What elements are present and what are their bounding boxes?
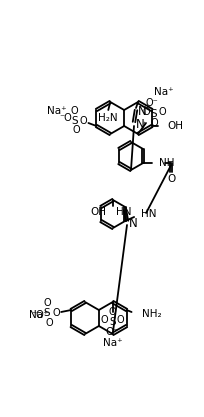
Text: O: O	[45, 318, 53, 328]
Text: O: O	[79, 116, 87, 126]
Text: OH: OH	[90, 207, 105, 217]
Text: NH: NH	[158, 158, 174, 168]
Text: O⁻: O⁻	[145, 98, 158, 108]
Text: Na⁺: Na⁺	[46, 106, 66, 116]
Text: O⁻: O⁻	[105, 327, 119, 337]
Text: O: O	[100, 315, 108, 325]
Text: O: O	[52, 308, 60, 318]
Text: HN: HN	[140, 209, 156, 219]
Text: ʹ: ʹ	[142, 121, 145, 131]
Text: O: O	[43, 298, 51, 308]
Text: S: S	[109, 317, 115, 327]
Text: O: O	[150, 118, 157, 128]
Text: S: S	[71, 116, 77, 126]
Text: HN: HN	[115, 207, 131, 217]
Text: NH₂: NH₂	[141, 309, 160, 319]
Text: Na⁺: Na⁺	[29, 310, 49, 320]
Text: H₂N: H₂N	[98, 113, 118, 123]
Text: N: N	[128, 216, 137, 229]
Text: O: O	[108, 307, 116, 317]
Text: ⁻O: ⁻O	[59, 113, 71, 123]
Text: ⁻O: ⁻O	[32, 310, 44, 320]
Text: N: N	[135, 118, 144, 131]
Text: OH: OH	[167, 121, 183, 131]
Text: Na⁺: Na⁺	[102, 338, 122, 348]
Text: O: O	[116, 315, 124, 325]
Text: N: N	[137, 105, 146, 118]
Text: S: S	[44, 308, 50, 318]
Text: O: O	[166, 174, 174, 184]
Text: S: S	[150, 109, 156, 119]
Text: O: O	[72, 125, 80, 135]
Text: O: O	[157, 107, 165, 117]
Text: O: O	[70, 106, 78, 116]
Text: O: O	[142, 107, 149, 117]
Text: Na⁺: Na⁺	[153, 87, 173, 97]
